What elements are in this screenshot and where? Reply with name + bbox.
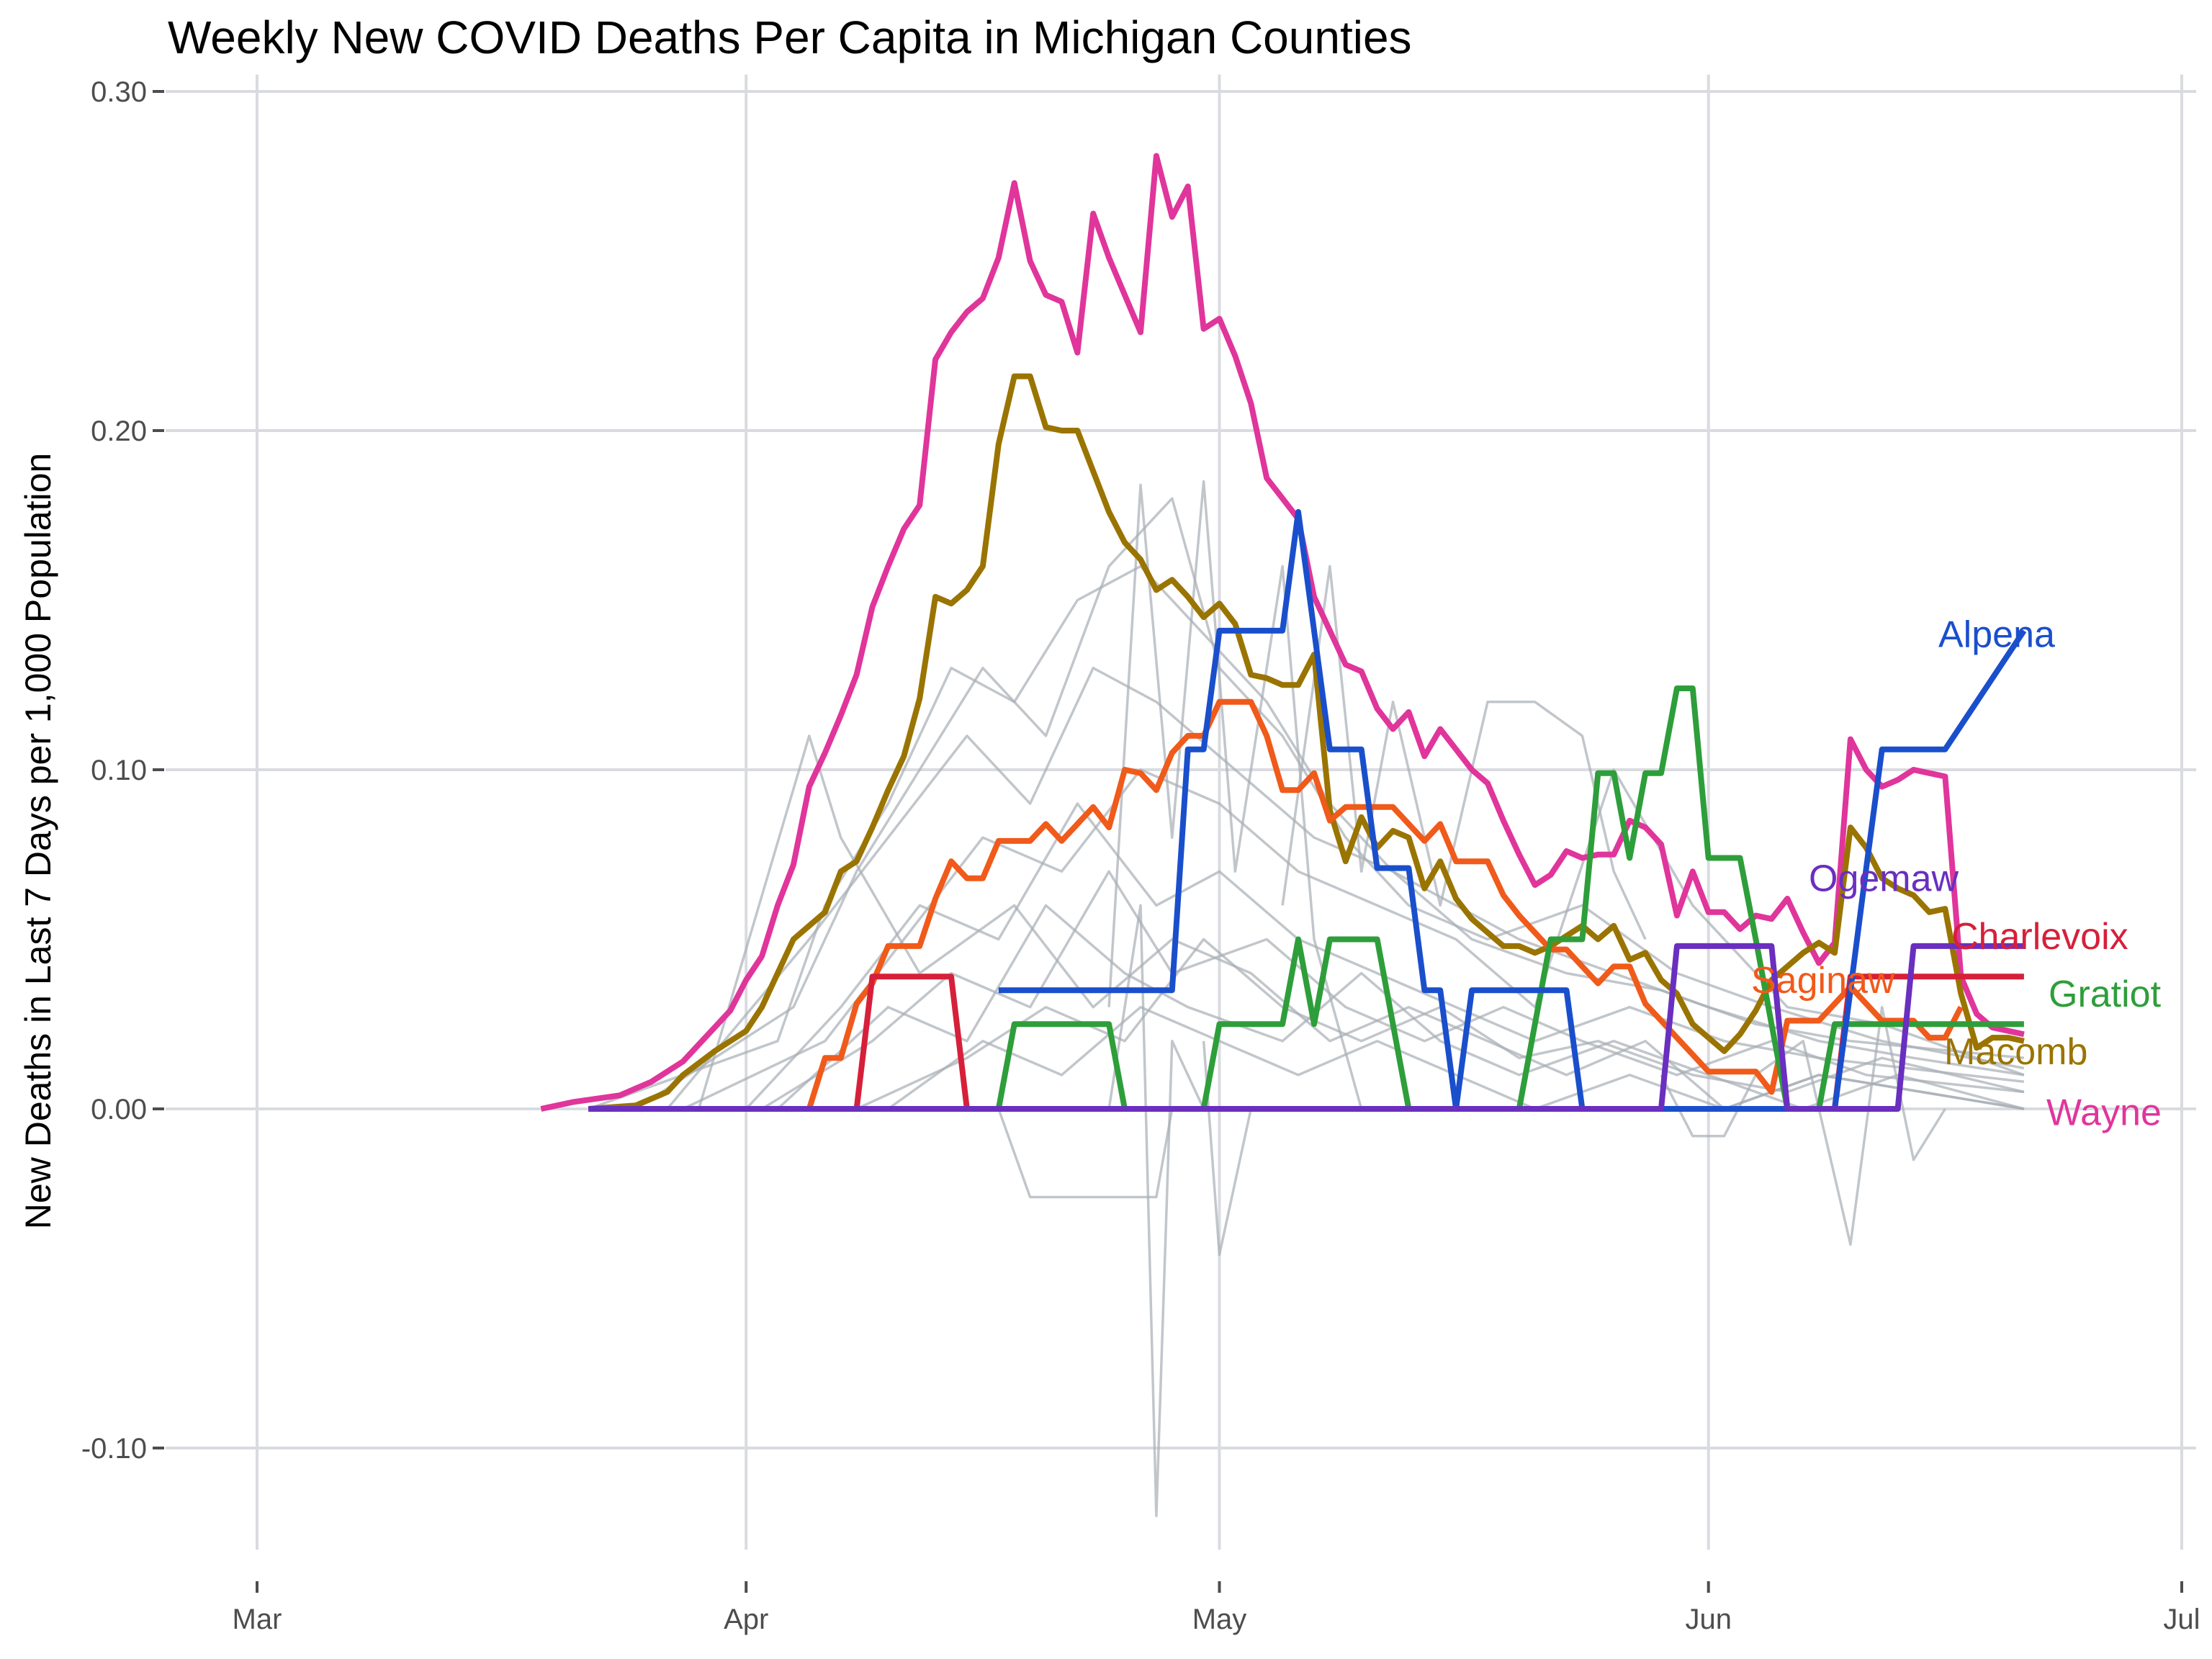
county-line — [697, 734, 2025, 1110]
y-tick-label: -0.10 — [81, 1433, 147, 1465]
county-line — [682, 768, 2025, 1110]
y-axis: -0.10 0.00 0.10 0.20 0.30 — [81, 76, 164, 1465]
county-line — [1660, 1005, 1946, 1246]
chart-title: Weekly New COVID Deaths Per Capita in Mi… — [168, 12, 1412, 63]
county-line — [1281, 565, 1647, 940]
y-tick-label: 0.00 — [91, 1094, 147, 1125]
y-tick-label: 0.20 — [91, 415, 147, 447]
county-line — [1107, 480, 1363, 1110]
x-tick-label: Jul — [2163, 1604, 2200, 1635]
series-labels: Alpena Ogemaw Charlevoix Gratiot Saginaw Maco… — [1751, 614, 2162, 1134]
series-line-wayne — [540, 153, 2025, 1112]
county-line — [997, 1108, 1174, 1199]
y-tick-label: 0.10 — [91, 755, 147, 786]
series-label-macomb: Macomb — [1944, 1031, 2087, 1073]
series-label-wayne: Wayne — [2046, 1092, 2162, 1134]
x-tick-label: Apr — [724, 1604, 768, 1635]
series-line-ogemaw — [588, 943, 2024, 1112]
series-line-alpena — [998, 509, 2027, 1112]
series-label-alpena: Alpena — [1938, 614, 2055, 656]
x-tick-label: Mar — [233, 1604, 282, 1635]
county-line — [761, 870, 2025, 1110]
x-tick-label: Jun — [1685, 1604, 1732, 1635]
series-label-charlevoix: Charlevoix — [1951, 916, 2128, 958]
gridlines — [166, 74, 2196, 1550]
county-line — [1107, 904, 1205, 1517]
highlighted-counties — [540, 153, 2027, 1112]
y-tick-label: 0.30 — [91, 76, 147, 108]
series-label-gratiot: Gratiot — [2049, 974, 2162, 1015]
y-axis-label: New Deaths in Last 7 Days per 1,000 Popu… — [18, 453, 58, 1229]
x-axis: Mar Apr May Jun Jul — [233, 1581, 2200, 1635]
county-line — [1202, 1040, 1253, 1256]
county-line — [776, 904, 2025, 1110]
series-line-macomb — [588, 373, 2025, 1112]
series-label-ogemaw: Ogemaw — [1809, 858, 1959, 900]
county-line — [666, 666, 2025, 1110]
x-tick-label: May — [1192, 1604, 1247, 1635]
series-label-saginaw: Saginaw — [1751, 960, 1895, 1002]
